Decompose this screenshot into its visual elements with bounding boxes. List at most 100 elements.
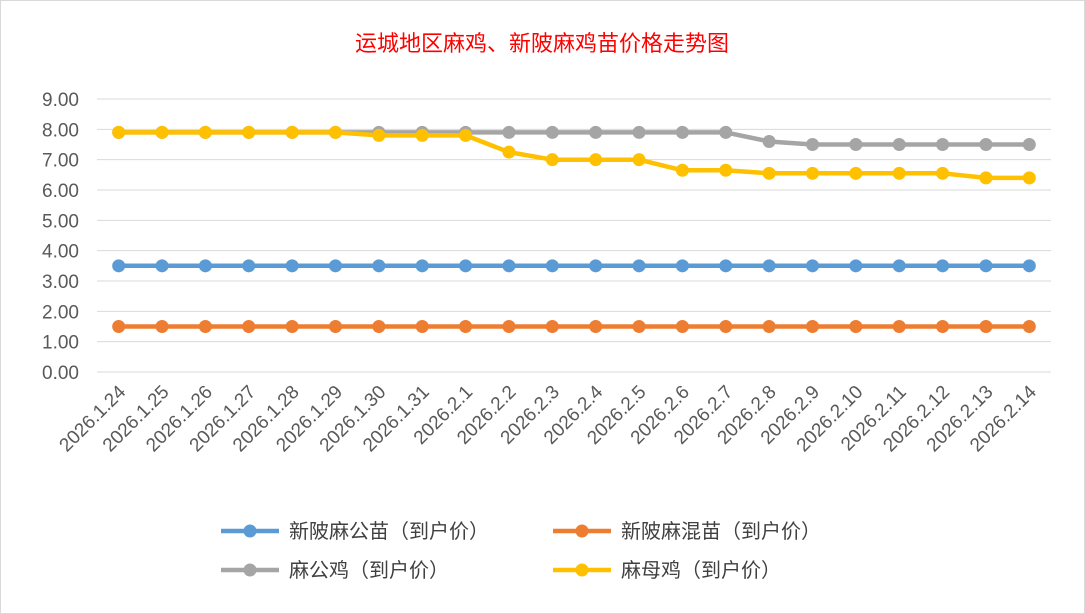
data-point bbox=[545, 125, 559, 139]
data-point bbox=[242, 259, 256, 273]
legend-item: 麻公鸡（到户价） bbox=[221, 558, 449, 582]
legend-marker bbox=[575, 563, 589, 577]
data-point bbox=[632, 320, 646, 333]
data-point bbox=[502, 145, 516, 159]
data-point bbox=[112, 125, 126, 139]
data-point bbox=[762, 134, 776, 148]
data-point bbox=[719, 125, 733, 139]
data-point bbox=[502, 259, 516, 273]
legend-marker bbox=[575, 524, 589, 538]
legend-marker bbox=[243, 524, 257, 538]
data-point bbox=[675, 320, 689, 333]
data-point bbox=[849, 166, 863, 180]
y-tick-label: 7.00 bbox=[42, 151, 79, 172]
data-point bbox=[892, 138, 906, 151]
legend-item: 新陂麻公苗（到户价） bbox=[221, 519, 489, 543]
data-point bbox=[849, 320, 863, 333]
data-point bbox=[936, 138, 950, 151]
legend-label: 新陂麻公苗（到户价） bbox=[289, 519, 489, 543]
data-point bbox=[892, 166, 906, 180]
gridlines bbox=[97, 98, 1051, 373]
data-point bbox=[762, 166, 776, 180]
data-point bbox=[589, 320, 603, 333]
series-2 bbox=[112, 320, 1036, 333]
legend-label: 新陂麻混苗（到户价） bbox=[621, 519, 821, 543]
data-point bbox=[285, 125, 299, 139]
x-axis-ticks: 2026.1.242026.1.252026.1.262026.1.272026… bbox=[56, 381, 1042, 456]
legend-marker bbox=[243, 563, 257, 577]
data-point bbox=[719, 163, 733, 177]
legend-label: 麻母鸡（到户价） bbox=[621, 558, 781, 582]
data-point bbox=[198, 125, 212, 139]
data-point bbox=[675, 163, 689, 177]
data-point bbox=[892, 320, 906, 333]
y-axis-ticks: 0.00 1.00 2.00 3.00 4.00 5.00 6.00 7.00 8.00 9.00 bbox=[42, 90, 79, 384]
data-point bbox=[198, 320, 212, 333]
data-point bbox=[502, 125, 516, 139]
series-lines bbox=[112, 125, 1036, 333]
data-point bbox=[675, 125, 689, 139]
y-tick-label: 6.00 bbox=[42, 181, 79, 202]
data-point bbox=[806, 138, 819, 151]
data-point bbox=[459, 259, 473, 273]
data-point bbox=[329, 125, 342, 139]
data-point bbox=[936, 259, 950, 273]
data-point bbox=[372, 128, 386, 142]
data-point bbox=[806, 320, 819, 333]
data-point bbox=[979, 259, 993, 273]
data-point bbox=[112, 259, 126, 273]
data-point bbox=[589, 153, 603, 167]
data-point bbox=[632, 259, 646, 273]
data-point bbox=[1022, 171, 1036, 185]
legend-item: 麻母鸡（到户价） bbox=[553, 558, 781, 582]
data-point bbox=[589, 259, 603, 273]
data-point bbox=[892, 259, 906, 273]
y-tick-label: 9.00 bbox=[42, 90, 79, 111]
y-tick-label: 4.00 bbox=[42, 242, 79, 263]
legend-label: 麻公鸡（到户价） bbox=[289, 558, 449, 582]
data-point bbox=[589, 125, 603, 139]
data-point bbox=[762, 259, 776, 273]
data-point bbox=[936, 320, 950, 333]
data-point bbox=[806, 259, 819, 273]
data-point bbox=[415, 320, 429, 333]
series-line bbox=[116, 130, 1032, 181]
data-point bbox=[849, 259, 863, 273]
data-point bbox=[372, 320, 386, 333]
series-1 bbox=[112, 259, 1036, 273]
y-tick-label: 5.00 bbox=[42, 211, 79, 232]
data-point bbox=[545, 320, 559, 333]
data-point bbox=[936, 166, 950, 180]
data-point bbox=[459, 128, 473, 142]
data-point bbox=[979, 138, 993, 151]
data-point bbox=[372, 259, 386, 273]
data-point bbox=[632, 153, 646, 167]
data-point bbox=[849, 138, 863, 151]
data-point bbox=[155, 320, 169, 333]
y-tick-label: 1.00 bbox=[42, 333, 79, 354]
y-tick-label: 0.00 bbox=[42, 363, 79, 384]
data-point bbox=[112, 320, 126, 333]
data-point bbox=[459, 320, 473, 333]
data-point bbox=[155, 125, 169, 139]
data-point bbox=[762, 320, 776, 333]
data-point bbox=[155, 259, 169, 273]
data-point bbox=[545, 153, 559, 167]
data-point bbox=[719, 259, 733, 273]
y-tick-label: 3.00 bbox=[42, 272, 79, 293]
data-point bbox=[329, 259, 342, 273]
data-point bbox=[632, 125, 646, 139]
data-point bbox=[719, 320, 733, 333]
data-point bbox=[285, 259, 299, 273]
data-point bbox=[979, 171, 993, 185]
data-point bbox=[198, 259, 212, 273]
data-point bbox=[675, 259, 689, 273]
series-4 bbox=[112, 125, 1036, 185]
data-point bbox=[329, 320, 342, 333]
data-point bbox=[415, 128, 429, 142]
data-point bbox=[502, 320, 516, 333]
data-point bbox=[979, 320, 993, 333]
y-tick-label: 8.00 bbox=[42, 120, 79, 141]
